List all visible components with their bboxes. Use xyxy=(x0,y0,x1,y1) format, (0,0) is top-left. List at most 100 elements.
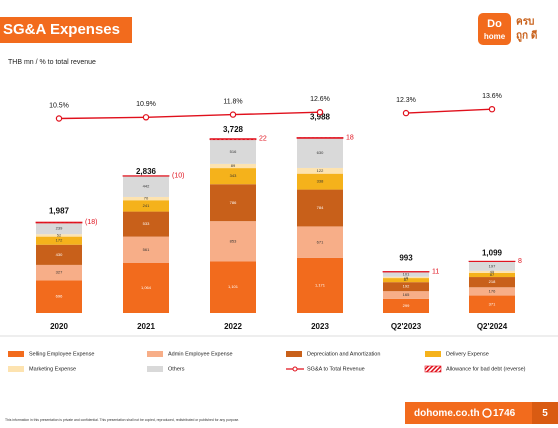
bar-segment xyxy=(36,244,82,265)
bar-segment xyxy=(297,226,343,258)
bar-segment xyxy=(210,168,256,185)
bar-segment xyxy=(36,280,82,313)
segment-label: 122 xyxy=(317,168,324,173)
ratio-point xyxy=(229,111,237,118)
segment-label: 327 xyxy=(56,270,63,275)
bar-segment xyxy=(36,234,82,237)
tagline: ถูก ดี xyxy=(516,30,537,43)
segment-label: 1,064 xyxy=(141,285,152,290)
segment-label: 853 xyxy=(230,238,237,243)
total-label: 1,987 xyxy=(49,207,70,216)
bar-segment xyxy=(297,138,343,168)
allowance-label: 8 xyxy=(518,258,522,265)
bar-segment xyxy=(210,261,256,313)
bar-segment xyxy=(210,221,256,262)
legend-swatch xyxy=(424,365,442,373)
legend-swatch xyxy=(425,351,441,357)
bar-segment xyxy=(469,270,515,273)
segment-label: 430 xyxy=(56,252,63,257)
bar-segment xyxy=(383,282,429,292)
segment-label: 533 xyxy=(143,221,150,226)
total-label: 3,728 xyxy=(223,125,244,134)
segment-label: 561 xyxy=(143,247,150,252)
bar-segment xyxy=(297,189,343,227)
bar-segment xyxy=(383,298,429,313)
segment-label: 1,101 xyxy=(228,284,239,289)
segment-label: 45 xyxy=(490,269,495,274)
total-label: 3,988 xyxy=(310,113,331,122)
legend-swatch xyxy=(147,351,163,357)
page-number: 5 xyxy=(542,408,548,419)
segment-label: 87 xyxy=(404,277,409,282)
ratio-label: 10.9% xyxy=(136,101,156,108)
footer-band xyxy=(405,402,558,424)
x-tick-label: Q2'2024 xyxy=(477,322,508,331)
allowance-bar xyxy=(209,138,257,141)
segment-label: 197 xyxy=(489,263,496,268)
allowance-bar xyxy=(382,271,430,273)
allowance-label: 11 xyxy=(432,268,439,275)
subtitle: THB mn / % to total revenue xyxy=(8,59,96,66)
legend-label: SG&A to Total Revenue xyxy=(307,366,365,372)
bar-segment xyxy=(383,291,429,299)
ratio-label: 11.8% xyxy=(223,98,242,105)
bar-segment xyxy=(469,277,515,288)
allowance-label: (18) xyxy=(85,219,97,226)
x-tick-label: Q2'2023 xyxy=(391,322,422,331)
ratio-point xyxy=(55,115,63,122)
bar-segment xyxy=(469,287,515,296)
legend-swatch xyxy=(286,351,302,357)
segment-label: 101 xyxy=(403,271,410,276)
bar-segment xyxy=(210,139,256,164)
segment-label: 172 xyxy=(56,238,63,243)
allowance-label: 18 xyxy=(346,134,354,141)
ratio-point xyxy=(142,114,150,121)
segment-label: 165 xyxy=(403,292,410,297)
bar-segment xyxy=(36,222,82,235)
legend-point xyxy=(292,366,298,372)
bar-segment xyxy=(123,262,169,313)
segment-label: 786 xyxy=(230,200,237,205)
logo-bottom: home xyxy=(484,32,506,41)
segment-label: 89 xyxy=(231,163,236,168)
segment-label: 28 xyxy=(404,274,409,279)
ratio-point xyxy=(488,105,496,113)
legend-label: Others xyxy=(168,366,185,372)
ratio-line xyxy=(405,108,493,114)
segment-label: 696 xyxy=(56,294,63,299)
bar-segment xyxy=(36,264,82,281)
bar-segment xyxy=(469,261,515,271)
legend-label: Admin Employee Expense xyxy=(168,351,233,357)
bar-segment xyxy=(123,196,169,201)
segment-label: 338 xyxy=(317,179,324,184)
x-tick-label: 2022 xyxy=(224,322,242,331)
legend-label: Depreciation and Amortization xyxy=(307,351,380,357)
segment-label: 299 xyxy=(403,303,410,308)
bar-segment xyxy=(383,276,429,279)
segment-label: 516 xyxy=(230,149,237,154)
title: SG&A Expenses xyxy=(3,21,120,38)
bar-segment xyxy=(210,184,256,222)
logo-top: Do xyxy=(487,18,502,30)
ratio-label: 12.3% xyxy=(396,97,416,104)
legend-swatch xyxy=(8,366,24,372)
total-label: 1,099 xyxy=(482,248,503,257)
tagline: ครบ xyxy=(516,17,534,28)
allowance-label: 22 xyxy=(259,135,267,142)
bar-segment xyxy=(469,295,515,313)
bar-segment xyxy=(123,211,169,237)
title-band xyxy=(0,17,132,43)
hotline: 1746 xyxy=(493,408,516,419)
legend-swatch xyxy=(8,351,24,357)
bar-segment xyxy=(123,200,169,212)
allowance-bar xyxy=(35,221,83,224)
ratio-point xyxy=(402,109,410,117)
bar-segment xyxy=(36,236,82,245)
bar-segment xyxy=(383,278,429,283)
segment-label: 239 xyxy=(56,226,63,231)
legend-swatch xyxy=(147,366,163,372)
x-tick-label: 2021 xyxy=(137,322,155,331)
bar-segment xyxy=(297,173,343,190)
